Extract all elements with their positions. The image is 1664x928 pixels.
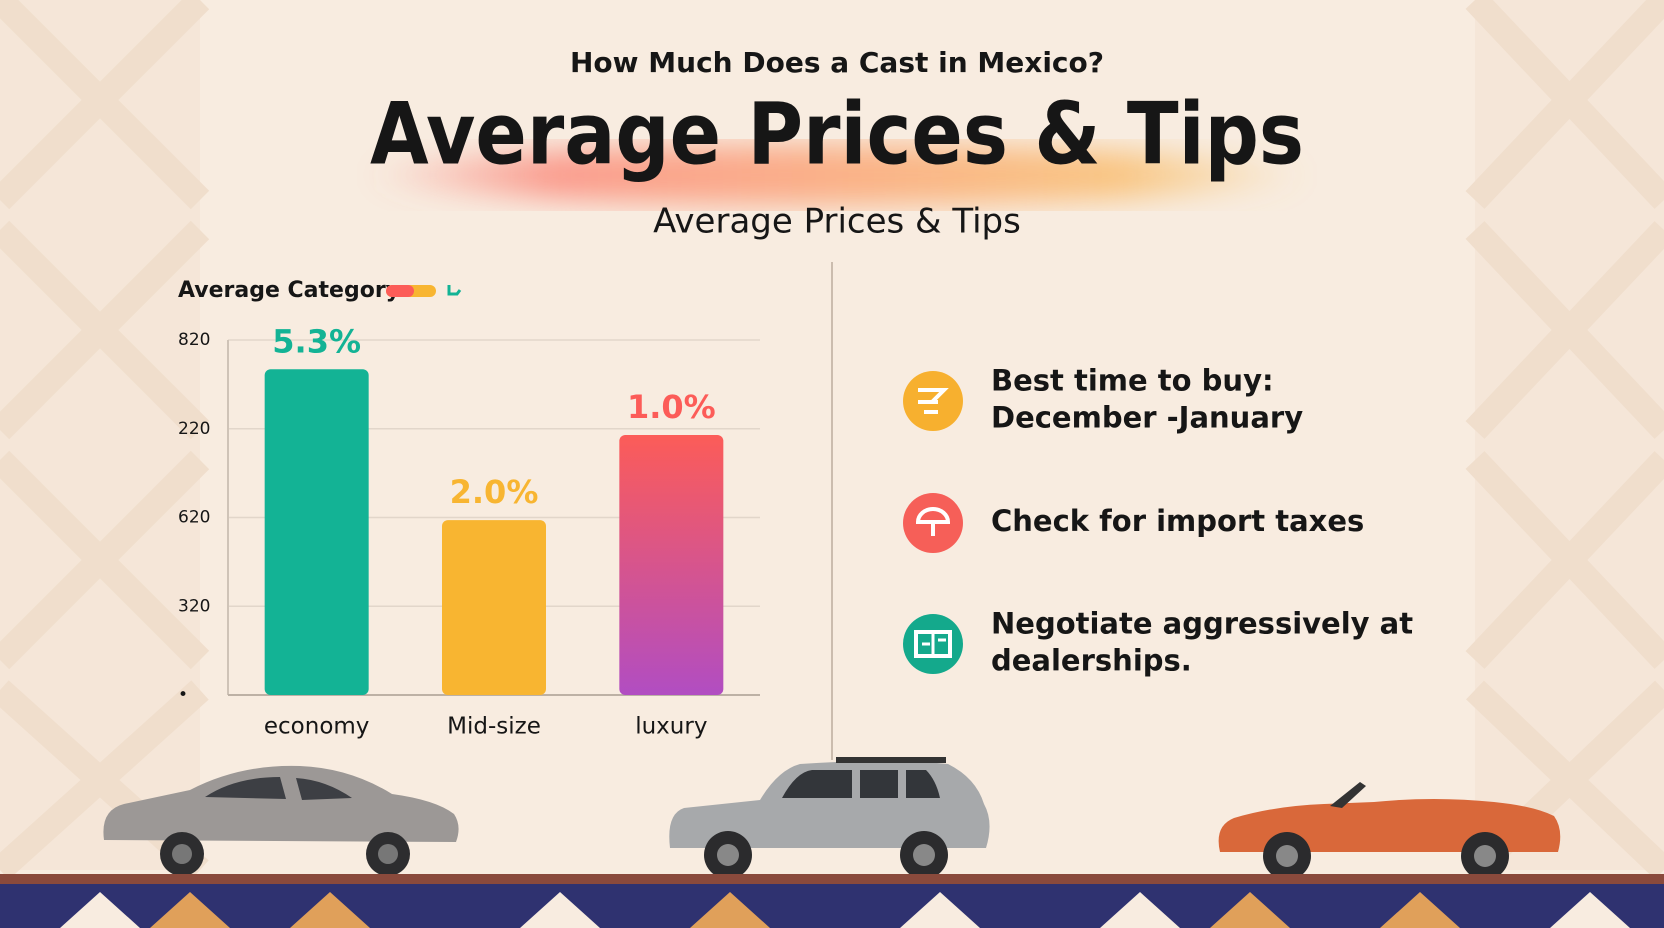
tip-text: December -January <box>991 401 1303 435</box>
ground-pattern <box>0 874 1664 928</box>
title-glow <box>367 145 1307 205</box>
x-tick-label: luxury <box>635 714 707 740</box>
tip-text: Negotiate aggressively at <box>991 607 1413 641</box>
y-tick-label: 320 <box>178 596 210 616</box>
bar-chart: • 320 620 220 820 economy 5.3% Mid-size 2.0% luxu… <box>178 322 760 740</box>
tip-icon <box>903 371 963 431</box>
bar <box>264 369 369 695</box>
tip-text: Check for import taxes <box>991 504 1364 538</box>
tip-icon <box>903 614 963 674</box>
legend-swatch <box>386 285 414 297</box>
legend-title: Average Category <box>178 278 400 303</box>
bar-annotation: 2.0% <box>450 473 539 511</box>
y-tick-label: 220 <box>178 419 210 439</box>
y-tick-label: • <box>178 685 188 705</box>
bar <box>619 434 724 695</box>
sedan <box>103 765 459 876</box>
tip-text: dealerships. <box>991 644 1192 678</box>
y-tick-label: 620 <box>178 508 210 528</box>
bar-annotation: 1.0% <box>627 388 716 426</box>
side-pattern <box>0 0 1664 880</box>
tip-icon <box>903 493 963 553</box>
bar-annotation: 5.3% <box>272 322 361 360</box>
suv <box>669 757 990 879</box>
x-tick-label: economy <box>264 714 370 740</box>
x-tick-label: Mid-size <box>447 714 541 740</box>
legend-icon <box>447 285 462 296</box>
tip-text: Best time to buy: <box>991 364 1274 398</box>
y-tick-label: 820 <box>178 330 210 350</box>
subtitle: Average Prices & Tips <box>653 202 1021 242</box>
pretitle: How Much Does a Cast in Mexico? <box>570 46 1104 79</box>
title: Average Prices & Tips <box>370 84 1304 184</box>
tips: Best time to buy:December -January Check … <box>991 364 1413 678</box>
bar <box>442 520 546 695</box>
convertible <box>1218 782 1561 880</box>
